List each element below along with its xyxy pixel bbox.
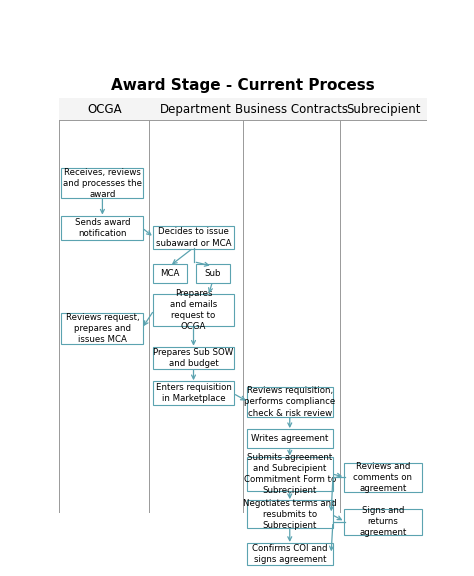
Text: Prepares
and emails
request to
OCGA: Prepares and emails request to OCGA — [170, 289, 217, 331]
Text: Enters requisition
in Marketplace: Enters requisition in Marketplace — [155, 383, 231, 403]
Text: Sub: Sub — [204, 269, 221, 278]
FancyBboxPatch shape — [247, 501, 333, 528]
Text: OCGA: OCGA — [87, 103, 121, 116]
FancyBboxPatch shape — [153, 264, 187, 283]
Text: Reviews requisition,
performs compliance
check & risk review: Reviews requisition, performs compliance… — [244, 386, 336, 418]
FancyBboxPatch shape — [62, 313, 143, 344]
FancyBboxPatch shape — [247, 543, 333, 566]
FancyBboxPatch shape — [243, 98, 340, 120]
Text: Business Contracts: Business Contracts — [235, 103, 348, 116]
Text: Negotiates terms and
resubmits to
Subrecipient: Negotiates terms and resubmits to Subrec… — [243, 499, 337, 530]
Text: MCA: MCA — [160, 269, 179, 278]
FancyBboxPatch shape — [247, 429, 333, 449]
Text: Award Stage - Current Process: Award Stage - Current Process — [111, 78, 375, 93]
FancyBboxPatch shape — [153, 347, 235, 369]
Text: Sends award
notification: Sends award notification — [75, 218, 130, 238]
FancyBboxPatch shape — [62, 168, 143, 199]
FancyBboxPatch shape — [344, 509, 422, 535]
Text: Writes agreement: Writes agreement — [251, 434, 328, 444]
FancyBboxPatch shape — [247, 387, 333, 417]
Text: Signs and
returns
agreement: Signs and returns agreement — [359, 506, 406, 537]
Text: Prepares Sub SOW
and budget: Prepares Sub SOW and budget — [154, 348, 234, 368]
FancyBboxPatch shape — [196, 264, 230, 283]
FancyBboxPatch shape — [153, 294, 235, 326]
Text: Receives, reviews
and processes the
award: Receives, reviews and processes the awar… — [63, 168, 142, 199]
Text: Department: Department — [160, 103, 232, 116]
Text: Reviews request,
prepares and
issues MCA: Reviews request, prepares and issues MCA — [65, 313, 139, 344]
FancyBboxPatch shape — [153, 226, 235, 249]
Text: Reviews and
comments on
agreement: Reviews and comments on agreement — [353, 461, 412, 492]
FancyBboxPatch shape — [340, 98, 427, 120]
Text: Submits agreement
and Subrecipient
Commitment Form to
Subrecipient: Submits agreement and Subrecipient Commi… — [244, 453, 336, 495]
FancyBboxPatch shape — [59, 98, 149, 120]
FancyBboxPatch shape — [153, 381, 235, 406]
Text: Confirms COI and
signs agreement: Confirms COI and signs agreement — [252, 544, 328, 564]
FancyBboxPatch shape — [247, 457, 333, 491]
Text: Decides to issue
subaward or MCA: Decides to issue subaward or MCA — [156, 228, 231, 248]
FancyBboxPatch shape — [344, 463, 422, 492]
Text: Subrecipient: Subrecipient — [346, 103, 421, 116]
FancyBboxPatch shape — [149, 98, 243, 120]
FancyBboxPatch shape — [62, 215, 143, 240]
